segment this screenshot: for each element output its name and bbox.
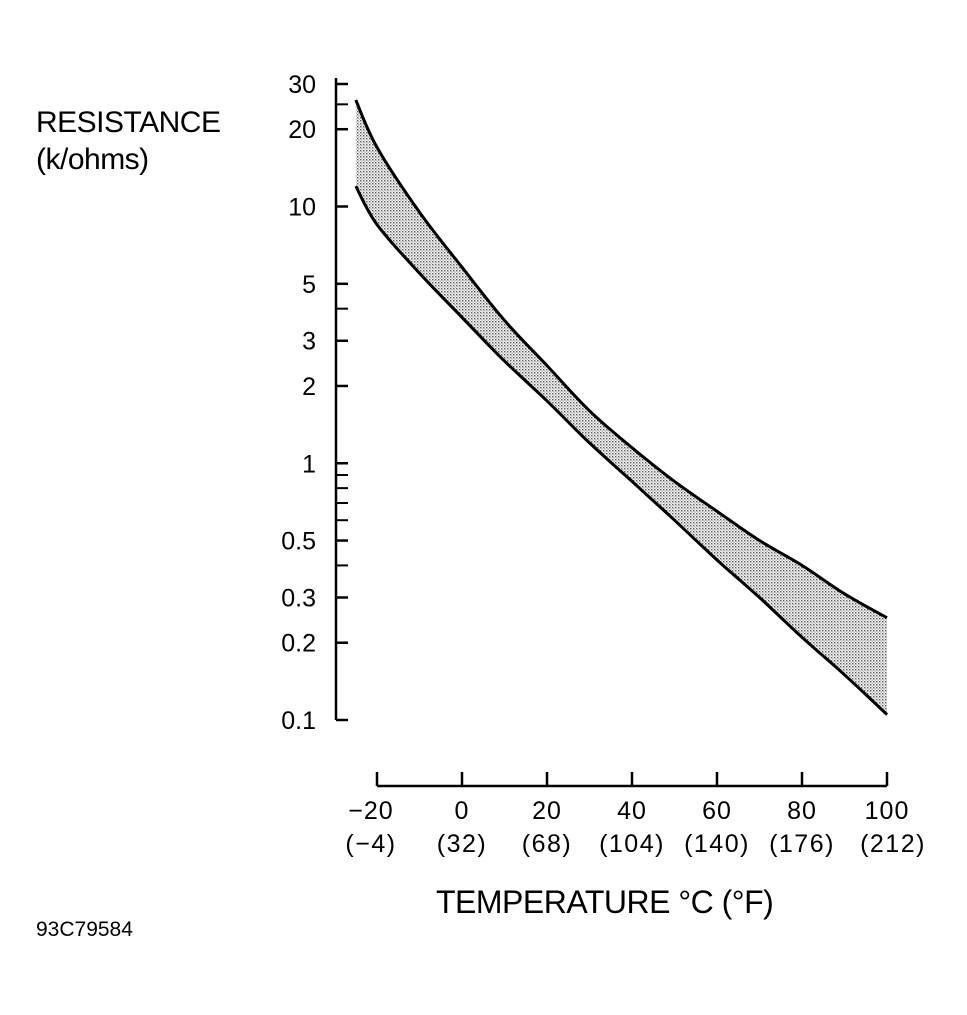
y-tick-label: 3: [302, 328, 316, 356]
x-tick-sublabel: (32): [437, 830, 487, 858]
y-axis-label-line2: (k/ohms): [36, 143, 149, 176]
y-tick-label: 1: [302, 450, 316, 478]
x-tick-sublabel: (104): [599, 830, 665, 858]
x-tick-sublabel: (212): [860, 830, 926, 858]
x-tick-label: 0: [455, 797, 470, 825]
tolerance-band: [355, 100, 887, 715]
upper-limit-curve: [354, 99, 888, 620]
x-tick-label: 40: [617, 797, 647, 825]
x-tick-label: −20: [348, 797, 393, 825]
figure-id: 93C79584: [36, 918, 133, 941]
x-tick-label: 100: [865, 797, 910, 825]
y-tick-label: 0.3: [281, 584, 316, 612]
x-tick-sublabel: (68): [522, 830, 572, 858]
y-tick-label: 0.2: [281, 630, 316, 658]
y-tick-label: 5: [302, 271, 316, 299]
y-tick-label: 2: [302, 373, 316, 401]
x-tick-sublabel: (140): [684, 830, 750, 858]
x-tick-label: 80: [787, 797, 817, 825]
y-tick-label: 0.1: [281, 707, 316, 735]
y-tick-label: 10: [288, 194, 316, 222]
y-axis-label: RESISTANCE (k/ohms): [36, 104, 221, 178]
x-tick-sublabel: (−4): [345, 830, 396, 858]
y-tick-label: 30: [288, 71, 316, 99]
x-tick-sublabel: (176): [769, 830, 835, 858]
y-axis-label-line1: RESISTANCE: [36, 106, 221, 139]
x-axis-title: TEMPERATURE °C (°F): [436, 884, 774, 920]
lower-limit-curve: [354, 185, 889, 716]
y-tick-label: 20: [288, 116, 316, 144]
y-tick-label: 0.5: [281, 528, 316, 556]
x-tick-label: 20: [532, 797, 562, 825]
x-tick-label: 60: [702, 797, 732, 825]
